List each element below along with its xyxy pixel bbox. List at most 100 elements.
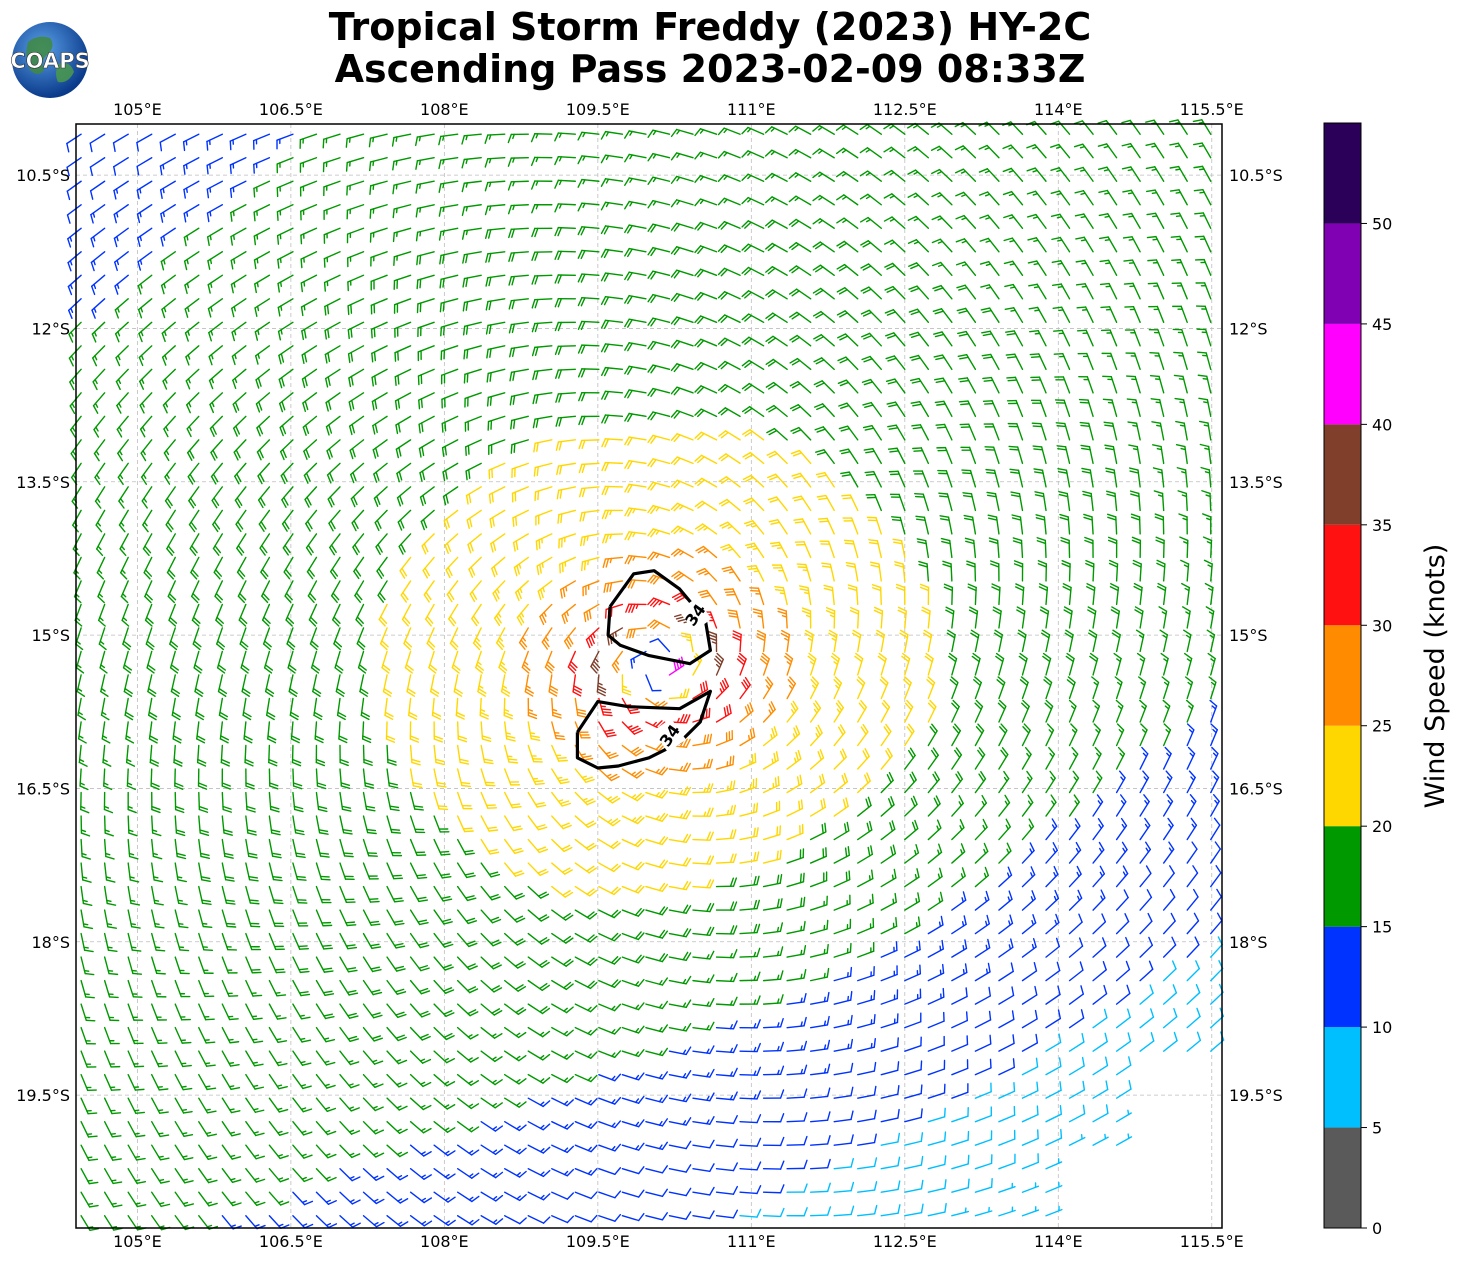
barb-feather xyxy=(788,242,797,249)
barb-half-feather xyxy=(139,187,142,194)
wind-barb xyxy=(183,251,200,271)
wind-barb xyxy=(206,180,224,199)
wind-barb xyxy=(544,650,555,674)
wind-barb xyxy=(217,674,228,697)
barb-feather xyxy=(1111,606,1121,612)
wind-barb xyxy=(256,439,271,461)
barb-half-feather xyxy=(960,170,967,174)
barb-feather xyxy=(970,629,980,636)
wind-barb xyxy=(211,486,224,509)
wind-barb xyxy=(313,697,323,721)
barb-feather xyxy=(943,586,953,592)
barb-feather xyxy=(147,664,156,671)
barb-feather xyxy=(394,376,397,386)
barb-feather xyxy=(863,334,873,340)
barb-feather xyxy=(601,509,607,520)
barb-feather xyxy=(744,476,754,483)
barb-feather xyxy=(1145,119,1155,123)
barb-feather xyxy=(263,640,272,648)
wind-barb xyxy=(347,345,365,364)
barb-feather xyxy=(724,677,730,688)
wind-barb xyxy=(765,289,788,300)
barb-feather xyxy=(757,630,767,636)
wind-barb xyxy=(670,479,694,489)
barb-feather xyxy=(1016,606,1026,612)
wind-barb xyxy=(300,298,318,317)
barb-half-feather xyxy=(76,664,82,669)
barb-feather xyxy=(1122,236,1133,239)
barb-feather xyxy=(484,181,489,192)
wind-barb xyxy=(812,171,835,182)
wind-barb xyxy=(572,674,583,697)
wind-barb xyxy=(210,462,224,485)
wind-barb xyxy=(209,392,224,414)
wind-barb xyxy=(886,401,906,418)
barb-feather xyxy=(816,451,827,456)
barb-feather xyxy=(229,164,232,175)
wind-barb xyxy=(935,423,953,441)
wind-barb xyxy=(647,129,671,138)
barb-feather xyxy=(962,472,973,475)
wind-barb xyxy=(113,204,129,224)
wind-barb xyxy=(332,603,341,627)
barb-feather xyxy=(1004,283,1014,288)
wind-barb xyxy=(326,462,341,484)
wind-barb xyxy=(555,368,577,379)
barb-feather xyxy=(1134,606,1144,612)
barb-feather xyxy=(375,546,381,556)
wind-barb xyxy=(1183,652,1193,676)
barb-feather xyxy=(422,494,427,505)
barb-feather xyxy=(445,518,450,528)
wind-barb xyxy=(670,525,694,535)
barb-feather xyxy=(694,523,704,530)
barb-half-feather xyxy=(1034,309,1040,312)
barb-feather xyxy=(507,181,512,191)
barb-feather xyxy=(791,220,800,228)
barb-feather xyxy=(1199,443,1210,448)
barb-feather xyxy=(193,667,202,674)
barb-feather xyxy=(326,450,331,460)
barb-feather xyxy=(282,448,287,459)
barb-feather xyxy=(836,217,845,224)
barb-half-feather xyxy=(1204,471,1211,474)
barb-feather xyxy=(816,494,827,498)
barb-feather xyxy=(1183,629,1192,636)
wind-barb xyxy=(1008,445,1024,465)
barb-feather xyxy=(720,408,729,416)
barb-feather xyxy=(557,513,560,524)
barb-feather xyxy=(67,285,73,296)
barb-feather xyxy=(796,563,807,566)
wind-barb xyxy=(93,439,106,462)
wind-barb xyxy=(979,260,1000,276)
wind-barb xyxy=(741,173,765,182)
barb-half-feather xyxy=(142,450,146,456)
wind-barb xyxy=(230,227,247,246)
barb-half-feather xyxy=(141,378,145,384)
wind-barb xyxy=(843,539,859,559)
barb-half-feather xyxy=(1104,192,1110,195)
barb-feather xyxy=(508,299,513,310)
wind-barb xyxy=(89,133,106,153)
wind-barb xyxy=(232,392,247,413)
barb-feather xyxy=(239,643,248,651)
wind-barb xyxy=(836,217,859,229)
wind-barb xyxy=(741,359,765,371)
wind-barb xyxy=(530,133,553,143)
barb-half-feather xyxy=(655,506,660,512)
wind-barb xyxy=(694,338,718,348)
barb-feather xyxy=(213,497,220,506)
barb-feather xyxy=(624,412,630,422)
barb-feather xyxy=(649,638,659,643)
barb-feather xyxy=(455,711,466,717)
wind-barb xyxy=(836,263,859,276)
wind-barb xyxy=(124,697,134,721)
barb-feather xyxy=(1193,142,1203,146)
barb-feather xyxy=(192,592,200,601)
barb-feather xyxy=(647,411,654,420)
barb-feather xyxy=(422,518,428,529)
barb-feather xyxy=(624,318,630,328)
barb-feather xyxy=(89,166,93,177)
wind-barb xyxy=(1005,330,1024,347)
barb-feather xyxy=(673,503,681,512)
barb-feather xyxy=(1038,583,1049,589)
